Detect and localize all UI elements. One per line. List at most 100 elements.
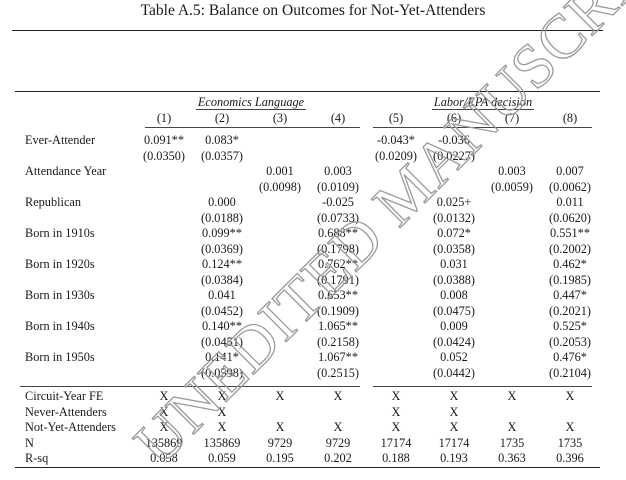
- table-cell: (0.0209): [374, 148, 417, 163]
- table-cell: 0.193: [440, 451, 468, 466]
- table-cell: (0.0388): [432, 272, 475, 287]
- group-label: Labor/EPA decision: [431, 95, 535, 110]
- table-cell: (6): [446, 111, 462, 125]
- row-label: Born in 1950s: [25, 350, 95, 364]
- table-cell: 0.188: [382, 451, 410, 466]
- row-label: Born in 1910s: [25, 226, 95, 240]
- group-label: Economics Language: [195, 95, 307, 110]
- table-cell: (0.2021): [548, 303, 591, 318]
- table-cell: -0.043*: [377, 133, 415, 147]
- table-cell: 0.009: [440, 319, 468, 333]
- table-cell: (0.0369): [200, 241, 243, 256]
- table-cell: (0.2002): [548, 241, 591, 256]
- table-cell: 0.124**: [202, 257, 242, 271]
- row-label: Attendance Year: [25, 164, 107, 178]
- table-cell: 17174: [438, 435, 470, 450]
- table-cell: 0.141*: [205, 350, 239, 364]
- table-cell: 1735: [499, 435, 525, 450]
- table-cell: 0.072*: [437, 226, 471, 240]
- table-cell: (0.0062): [548, 179, 591, 194]
- table-cell: (0.1791): [316, 272, 359, 287]
- table-cell: (0.0384): [200, 272, 243, 287]
- table-cell: 0.031: [440, 257, 468, 271]
- table-cell: X: [217, 420, 227, 435]
- table-cell: (0.0059): [490, 179, 533, 194]
- table-cell: 1.067**: [318, 350, 358, 364]
- table-cell: 135869: [203, 435, 241, 450]
- table-cell: X: [159, 404, 169, 419]
- bottom-rule: [15, 467, 600, 468]
- table-cell: X: [565, 420, 575, 435]
- table-cell: 0.007: [556, 164, 584, 178]
- table-cell: (2): [214, 111, 230, 125]
- table-cell: 9729: [267, 435, 293, 450]
- row-label: Born in 1920s: [25, 257, 95, 271]
- table-cell: 9729: [325, 435, 351, 450]
- table-cell: (0.0358): [432, 241, 475, 256]
- table-cell: (0.0132): [432, 210, 475, 225]
- table-cell: (0.1985): [548, 272, 591, 287]
- row-label: Circuit-Year FE: [25, 389, 104, 403]
- table-cell: X: [507, 389, 517, 403]
- table-cell: (0.0188): [200, 210, 243, 225]
- table-cell: (0.0109): [316, 179, 359, 194]
- table-cell: 0.653**: [318, 288, 358, 302]
- table-cell: 0.688**: [318, 226, 358, 240]
- table-cell: 0.052: [440, 350, 468, 364]
- table-cell: (4): [330, 111, 346, 125]
- table-cell: 17174: [380, 435, 412, 450]
- row-label: Born in 1930s: [25, 288, 95, 302]
- table-cell: (0.0733): [316, 210, 359, 225]
- table-cell: X: [449, 420, 459, 435]
- table-cell: X: [391, 389, 401, 403]
- table-cell: (0.1909): [316, 303, 359, 318]
- table-cell: 0.000: [208, 195, 236, 209]
- table-cell: 0.447*: [553, 288, 587, 302]
- table-cell: 0.202: [324, 451, 352, 466]
- table-cell: (0.0227): [432, 148, 475, 163]
- table-cell: X: [333, 420, 343, 435]
- table-cell: (0.2053): [548, 334, 591, 349]
- table-cell: X: [391, 420, 401, 435]
- table-cell: -0.025: [322, 195, 354, 209]
- table-cell: (0.0442): [432, 365, 475, 380]
- table-cell: (5): [388, 111, 404, 125]
- table-cell: (0.0424): [432, 334, 475, 349]
- table-cell: X: [275, 389, 285, 403]
- table-cell: (0.0475): [432, 303, 475, 318]
- table-cell: 0.462*: [553, 257, 587, 271]
- table-title: Table A.5: Balance on Outcomes for Not-Y…: [140, 2, 486, 19]
- table-cell: 0.551**: [550, 226, 590, 240]
- table-cell: (0.0098): [258, 179, 301, 194]
- row-label: Not-Yet-Attenders: [25, 420, 116, 435]
- table-cell: 0.003: [498, 164, 526, 178]
- table-cell: X: [217, 389, 227, 403]
- table-cell: 1735: [557, 435, 583, 450]
- table-cell: 0.058: [150, 451, 178, 466]
- row-label: Born in 1940s: [25, 319, 95, 333]
- table-cell: 0.525*: [553, 319, 587, 333]
- table-cell: 0.195: [266, 451, 294, 466]
- table-cell: X: [565, 389, 575, 403]
- table-cell: 0.001: [266, 164, 294, 178]
- row-label: R-sq: [25, 451, 49, 466]
- table-cell: (0.2515): [316, 365, 359, 380]
- table-cell: (0.2104): [548, 365, 591, 380]
- table-cell: (3): [272, 111, 288, 125]
- table-cell: X: [217, 404, 227, 419]
- table-cell: (0.0598): [200, 365, 243, 380]
- mid-rule-right: [373, 386, 592, 387]
- table-cell: (0.0350): [142, 148, 185, 163]
- table-cell: 0.476*: [553, 350, 587, 364]
- table-cell: X: [449, 404, 459, 419]
- table-cell: 0.059: [208, 451, 236, 466]
- table-cell: X: [507, 420, 517, 435]
- table-cell: 0.083*: [205, 133, 239, 147]
- table-cell: (8): [562, 111, 578, 125]
- table-cell: 0.025+: [436, 195, 472, 209]
- table-cell: (0.0452): [200, 303, 243, 318]
- table-cell: X: [449, 389, 459, 403]
- table-cell: 0.003: [324, 164, 352, 178]
- table-cell: 0.011: [556, 195, 584, 209]
